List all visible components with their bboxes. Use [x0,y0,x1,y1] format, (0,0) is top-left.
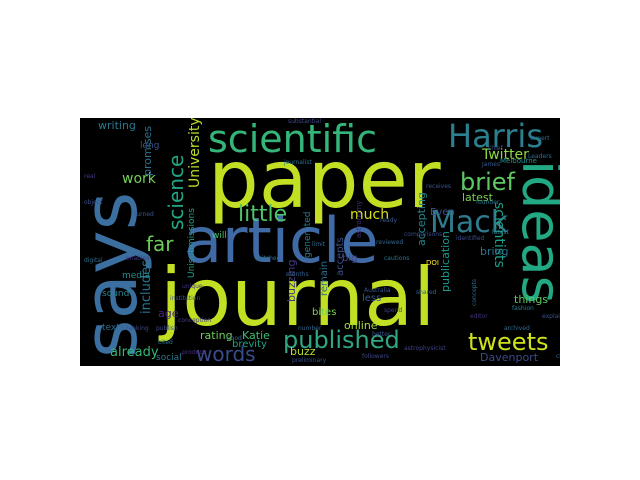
word-work: work [122,171,156,187]
word-katie: Katie [242,329,270,342]
word-institution: identified [456,235,485,242]
word-australia: Australia [364,287,391,294]
word-article: article [184,204,379,277]
word-conception: institution [170,295,201,302]
word-brief: brief [460,168,515,196]
word-published: published [283,326,400,354]
word-digital: digital [84,257,103,264]
word-pitched: explains [542,313,560,320]
word-words: words [196,342,256,366]
word-buzz: buzz [290,345,316,358]
word-archived: archived [504,325,530,332]
word-promises: promises [141,126,154,176]
word-remain: remain [319,260,330,296]
word-generated: generated [303,211,313,259]
word-number: number [298,325,322,332]
word-object: object [84,199,103,206]
word-enables: enables [126,255,150,262]
word-much: much [350,207,390,223]
word-expert: expert [530,135,550,142]
word-editor: editor [470,313,488,320]
word-identified: shared [416,289,437,296]
word-rating: rating [200,329,233,342]
word-founder: Leaders [528,153,552,160]
word-good: Good [226,335,242,342]
word-brevity: brevity [232,339,267,350]
word-ideas: ideas [510,160,560,304]
word-davenport: Davenport [480,351,539,364]
word-check: check [556,353,560,360]
word-bites: bites [312,307,337,318]
word-sound: sound [102,289,130,299]
word-will: will [212,231,227,241]
word-astronomy: astronomy [355,200,363,238]
word-media: media [122,271,151,281]
word-better: better [372,331,391,338]
word-tweets: tweets [468,328,549,356]
word-little: little [238,202,288,227]
word-preliminary: preliminary [292,357,327,364]
word-social: social [156,353,182,363]
word-publish: publish [156,325,178,332]
word-includes: includes [139,260,154,314]
word-explains: conception [178,317,212,324]
word-limit: limit [312,241,326,248]
word-science: science [164,154,188,230]
word-things: things [514,293,549,306]
word-publication: publication [439,231,452,292]
word-texts: texts [102,323,125,333]
word-comparisons: comparisons [404,231,443,238]
word-ranking: ranking [126,325,149,332]
word-fashion: fashion [512,305,534,312]
word-reviewed: reviewed [376,239,404,246]
word-long: long [140,141,160,151]
word-big: big [342,253,358,264]
word-produce: pitched [258,255,281,262]
word-latest-2: latest [492,229,509,236]
word-bring: bring [480,245,509,258]
word-doi: DOI [426,259,439,267]
word-writing: writing [98,119,136,132]
word-enables-2: ready [380,217,398,224]
word-cited: cited [158,339,173,346]
word-chief: chief [488,145,503,152]
word-less: less [362,293,382,304]
word-already: already [110,345,159,360]
word-scientific: scientific [208,118,377,161]
word-harris: Harris [448,118,543,155]
word-james: founder [476,199,500,206]
word-cloud-image: paper says journal article ideas scienti… [80,118,560,366]
word-buzzing: buzzing [285,259,298,302]
word-latest: latest [462,191,493,204]
word-ready: James [482,161,501,168]
word-leaders: produce [182,349,207,356]
word-months: months [286,271,309,278]
word-paper: paper [208,133,441,226]
word-real: real [84,173,96,180]
word-spend: spend [384,307,403,314]
word-far: far [146,232,174,256]
word-astrophysicist: astrophysicist [404,345,446,352]
word-substantial: substantial [288,118,322,125]
word-journalist: journalist [284,159,312,166]
word-unisubmissions: Unisubmissions [187,208,197,278]
word-receives: receives [426,183,452,190]
word-online: online [344,319,378,332]
word-twitter: Twitter [482,147,529,163]
word-turned: turned [134,211,154,218]
word-melbourne: Melbourne [500,157,537,165]
word-university: University [187,118,203,188]
word-even: Even [430,207,455,218]
word-journal: journal [160,251,436,344]
word-mack: Mack [430,205,509,240]
word-age: age [158,307,179,320]
word-cautions: cautions [384,255,410,262]
word-concepts: concepts [471,278,478,306]
word-unique: unique [182,283,203,290]
word-followers: followers [362,353,389,360]
